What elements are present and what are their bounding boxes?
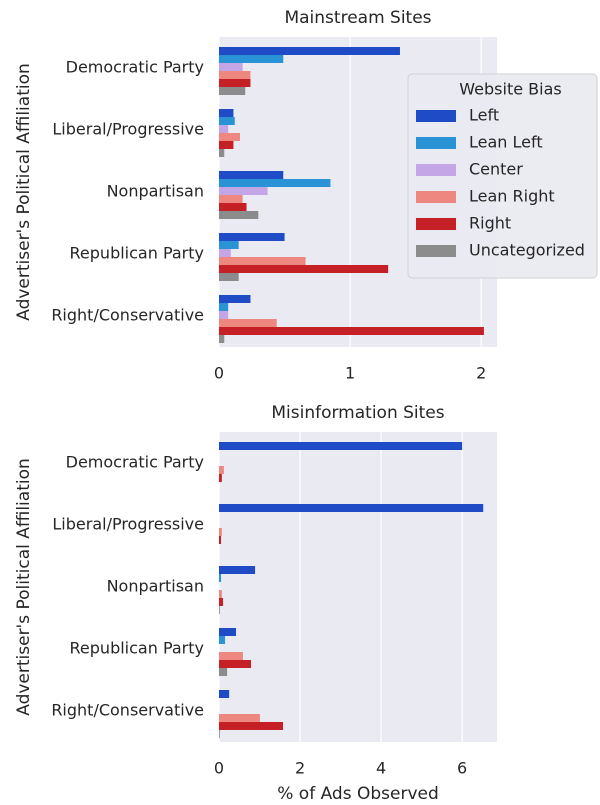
bar bbox=[219, 109, 234, 117]
y-tick-label: Nonpartisan bbox=[107, 577, 204, 596]
y-tick-label: Liberal/Progressive bbox=[52, 120, 204, 139]
bar bbox=[219, 668, 228, 676]
bar bbox=[219, 714, 260, 722]
bar bbox=[219, 606, 220, 614]
bar bbox=[219, 722, 284, 730]
bar bbox=[219, 295, 251, 303]
bar bbox=[219, 79, 251, 87]
x-tick-label: 1 bbox=[345, 364, 355, 383]
y-axis-label: Advertiser's Political Affiliation bbox=[14, 63, 34, 321]
legend-label: Center bbox=[469, 160, 523, 179]
bar bbox=[219, 319, 277, 327]
bar bbox=[219, 335, 225, 343]
x-tick-label: 2 bbox=[295, 759, 305, 778]
y-tick-label: Democratic Party bbox=[66, 58, 204, 77]
bar bbox=[219, 466, 224, 474]
legend-swatch bbox=[416, 245, 456, 257]
legend-label: Lean Left bbox=[469, 133, 543, 152]
bar bbox=[219, 87, 246, 95]
bar bbox=[219, 211, 259, 219]
y-axis-label: Advertiser's Political Affiliation bbox=[14, 458, 34, 716]
bar bbox=[219, 117, 235, 125]
legend: Website Bias Left Lean Left Center Lean Righ… bbox=[407, 73, 598, 279]
bar bbox=[219, 636, 226, 644]
bar bbox=[219, 474, 222, 482]
bar bbox=[219, 55, 284, 63]
bar bbox=[219, 628, 237, 636]
bar bbox=[219, 504, 484, 512]
bar bbox=[219, 171, 284, 179]
legend-label: Right bbox=[469, 214, 511, 233]
x-axis-label: % of Ads Observed bbox=[277, 784, 439, 804]
y-tick-label: Nonpartisan bbox=[107, 182, 204, 201]
legend-swatch bbox=[416, 191, 456, 203]
x-tick-label: 2 bbox=[476, 364, 486, 383]
chart-title: Misinformation Sites bbox=[271, 403, 444, 423]
bar bbox=[219, 47, 400, 55]
x-tick-label: 0 bbox=[214, 364, 224, 383]
bar bbox=[219, 241, 239, 249]
bar bbox=[219, 652, 243, 660]
bar bbox=[219, 327, 484, 335]
bar bbox=[219, 233, 285, 241]
bar bbox=[219, 149, 225, 157]
legend-label: Left bbox=[469, 106, 499, 125]
y-tick-label: Republican Party bbox=[70, 639, 204, 658]
y-tick-label: Democratic Party bbox=[66, 453, 204, 472]
bar bbox=[219, 303, 229, 311]
bar bbox=[219, 249, 231, 257]
legend-title: Website Bias bbox=[459, 80, 561, 99]
bar bbox=[219, 730, 220, 738]
x-tick-label: 4 bbox=[376, 759, 386, 778]
legend-swatch bbox=[416, 218, 456, 230]
y-tick-label: Liberal/Progressive bbox=[52, 515, 204, 534]
legend-swatch bbox=[416, 110, 456, 122]
legend-label: Lean Right bbox=[469, 187, 555, 206]
bar bbox=[219, 71, 251, 79]
bar bbox=[219, 195, 243, 203]
bar bbox=[219, 133, 240, 141]
bar bbox=[219, 566, 256, 574]
bar bbox=[219, 442, 463, 450]
chart-title: Mainstream Sites bbox=[284, 8, 431, 28]
y-tick-label: Right/Conservative bbox=[51, 306, 204, 325]
bar bbox=[219, 590, 222, 598]
bar bbox=[219, 125, 229, 133]
bar bbox=[219, 265, 389, 273]
bar bbox=[219, 660, 252, 668]
y-tick-label: Republican Party bbox=[70, 244, 204, 263]
bar bbox=[219, 574, 222, 582]
bar bbox=[219, 536, 222, 544]
bar bbox=[219, 690, 230, 698]
bar bbox=[219, 598, 224, 606]
bar bbox=[219, 141, 234, 149]
x-tick-label: 0 bbox=[214, 759, 224, 778]
legend-swatch bbox=[416, 137, 456, 149]
plot-area bbox=[219, 432, 497, 742]
bar bbox=[219, 187, 268, 195]
bar bbox=[219, 63, 243, 71]
bar bbox=[219, 257, 306, 265]
bar bbox=[219, 311, 229, 319]
legend-swatch bbox=[416, 164, 456, 176]
bar bbox=[219, 179, 331, 187]
y-tick-label: Right/Conservative bbox=[51, 701, 204, 720]
bar bbox=[219, 203, 247, 211]
legend-label: Uncategorized bbox=[469, 241, 585, 260]
bar bbox=[219, 273, 239, 281]
x-tick-label: 6 bbox=[457, 759, 467, 778]
bar bbox=[219, 528, 222, 536]
